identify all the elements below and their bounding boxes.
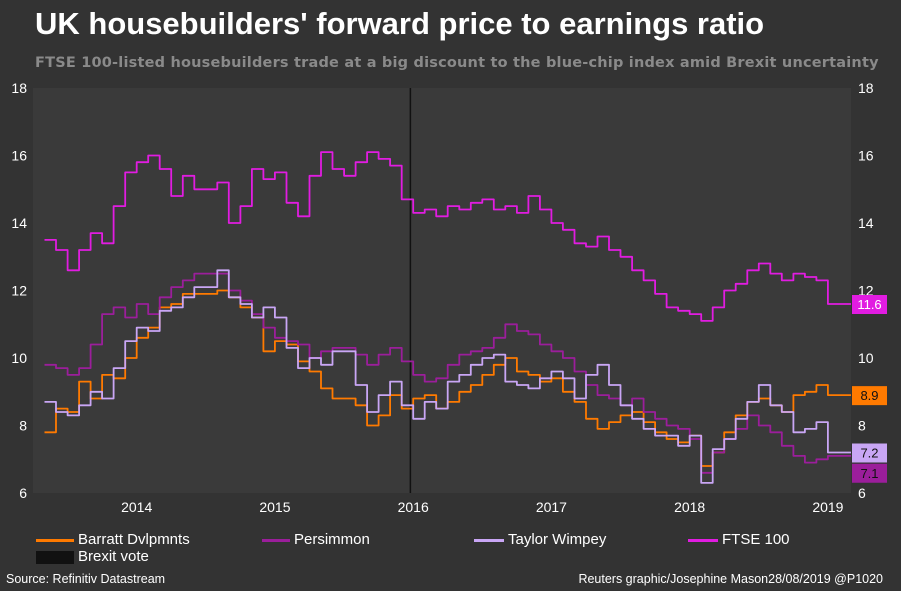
legend-label-barratt: Barratt Dvlpmnts bbox=[78, 531, 190, 548]
legend-swatch-ftse-100 bbox=[688, 538, 718, 542]
end-label-box-taylor-wimpey bbox=[852, 443, 887, 463]
end-label-persimmon: 7.1 bbox=[860, 466, 878, 481]
plot-area bbox=[33, 88, 851, 493]
legend-swatch-barratt bbox=[36, 538, 74, 542]
end-label-taylor-wimpey: 7.2 bbox=[860, 446, 878, 461]
legend-item-brexit-vote: Brexit vote bbox=[36, 548, 149, 565]
legend-item-persimmon: Persimmon bbox=[262, 531, 370, 548]
y-tick-label-right-12: 12 bbox=[858, 283, 874, 299]
x-tick-label-2015: 2015 bbox=[259, 499, 290, 515]
x-tick-label-2018: 2018 bbox=[674, 499, 705, 515]
source-note: Source: Refinitiv Datastream bbox=[6, 572, 166, 586]
credit-note: Reuters graphic/Josephine Mason28/08/201… bbox=[578, 572, 883, 586]
y-tick-label-left-12: 12 bbox=[11, 283, 27, 299]
legend-swatch-persimmon bbox=[262, 538, 290, 542]
y-tick-label-right-16: 16 bbox=[858, 148, 874, 164]
end-label-box-ftse-100 bbox=[852, 295, 887, 314]
legend-label-persimmon: Persimmon bbox=[294, 531, 370, 548]
y-tick-label-right-10: 10 bbox=[858, 350, 874, 366]
end-label-box-barratt-dvlpmnts bbox=[852, 386, 887, 406]
legend-label-ftse-100: FTSE 100 bbox=[722, 531, 790, 548]
y-tick-label-right-18: 18 bbox=[858, 80, 874, 96]
chart-subtitle: FTSE 100-listed housebuilders trade at a… bbox=[35, 55, 879, 71]
legend-swatch-brexit-vote bbox=[36, 550, 74, 564]
legend-item-barratt: Barratt Dvlpmnts bbox=[36, 531, 190, 548]
y-tick-label-right-8: 8 bbox=[858, 418, 866, 434]
x-tick-label-2017: 2017 bbox=[536, 499, 567, 515]
y-tick-label-left-18: 18 bbox=[11, 80, 27, 96]
series-line-taylor-wimpey bbox=[44, 269, 851, 484]
legend-item-taylor-wimpey: Taylor Wimpey bbox=[474, 531, 606, 548]
legend-label-brexit-vote: Brexit vote bbox=[78, 548, 149, 565]
end-label-ftse-100: 11.6 bbox=[857, 297, 881, 312]
x-tick-label-2014: 2014 bbox=[121, 499, 152, 515]
x-tick-label-2019: 2019 bbox=[812, 499, 843, 515]
chart-title: UK housebuilders' forward price to earni… bbox=[35, 6, 765, 41]
end-label-box-persimmon bbox=[852, 463, 887, 483]
series-line-ftse-100 bbox=[44, 151, 851, 322]
legend-label-taylor-wimpey: Taylor Wimpey bbox=[508, 531, 607, 548]
y-tick-label-right-6: 6 bbox=[858, 485, 866, 501]
end-label-barratt-dvlpmnts: 8.9 bbox=[860, 388, 878, 403]
y-tick-label-right-14: 14 bbox=[858, 215, 874, 231]
y-tick-label-left-8: 8 bbox=[19, 418, 27, 434]
y-tick-label-left-14: 14 bbox=[11, 215, 27, 231]
legend-item-ftse-100: FTSE 100 bbox=[688, 531, 790, 548]
y-tick-label-left-16: 16 bbox=[11, 148, 27, 164]
x-tick-label-2016: 2016 bbox=[398, 499, 429, 515]
legend-swatch-taylor-wimpey bbox=[474, 538, 504, 542]
y-tick-label-left-10: 10 bbox=[11, 350, 27, 366]
y-tick-label-left-6: 6 bbox=[19, 485, 27, 501]
